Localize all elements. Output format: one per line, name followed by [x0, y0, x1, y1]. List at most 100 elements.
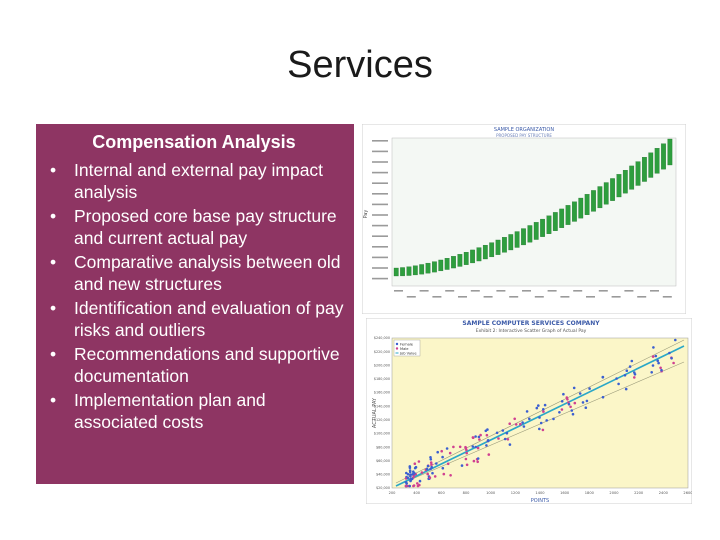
scatter-point	[417, 460, 421, 463]
x-tick-label: 1600	[560, 491, 570, 495]
scatter-point	[650, 371, 653, 374]
y-tick-label: $160,000	[374, 391, 390, 395]
bullet-text: Implementation plan and associated costs	[74, 390, 266, 432]
y-tick-label: $120,000	[374, 418, 390, 422]
pay-grade-bar	[572, 201, 577, 222]
bullet-dot: •	[50, 160, 57, 180]
scatter-point	[449, 474, 452, 477]
pay-grade-bar	[470, 249, 475, 264]
x-tick-label	[496, 290, 506, 292]
scatter-point	[452, 445, 455, 449]
scatter-point	[431, 471, 434, 475]
scatter-point	[654, 354, 658, 358]
y-tick-label: $40,000	[376, 473, 390, 477]
scatter-point	[436, 450, 439, 454]
scatter-point	[562, 392, 565, 396]
scatter-point	[522, 425, 526, 428]
y-tick-label	[372, 224, 388, 227]
scatter-point	[464, 457, 468, 461]
x-tick-label	[573, 290, 583, 292]
x-tick-label	[662, 296, 672, 298]
x-tick-label: 600	[438, 491, 446, 495]
scatter-point	[628, 365, 632, 368]
scatter-point	[442, 472, 446, 476]
chart-subtitle: PROPOSED PAY STRUCTURE	[496, 133, 552, 138]
y-tick-label: $100,000	[374, 432, 390, 436]
pay-structure-chart: SAMPLE ORGANIZATION PROPOSED PAY STRUCTU…	[362, 124, 686, 314]
scatter-point	[430, 463, 433, 466]
scatter-point	[413, 462, 417, 465]
scatter-point	[567, 402, 571, 406]
pay-grade-bar	[489, 242, 495, 258]
pay-grade-bar	[393, 267, 399, 277]
panel-heading: Compensation Analysis	[92, 132, 296, 152]
bullet-dot: •	[50, 344, 57, 364]
x-tick-label: 1800	[585, 491, 595, 495]
bullet-item: • Proposed core base pay structure and cu…	[40, 205, 348, 249]
pay-grade-bar	[514, 231, 520, 248]
scatter-point	[625, 369, 629, 372]
scatter-point	[412, 484, 416, 487]
scatter-points	[404, 338, 677, 488]
bullet-dot: •	[50, 298, 57, 318]
scatter-point	[485, 433, 489, 437]
y-tick-label: $220,000	[374, 350, 390, 354]
scatter-point	[476, 446, 480, 450]
pay-grade-bar	[533, 222, 539, 240]
y-tick-label: $20,000	[376, 486, 390, 490]
scatter-point	[409, 474, 412, 478]
scatter-point	[479, 433, 482, 437]
x-tick-label	[419, 290, 429, 292]
scatter-point	[478, 438, 481, 441]
scatter-point	[525, 410, 529, 413]
y-axis-label: ACTUAL PAY	[372, 397, 378, 428]
scatter-point	[413, 472, 416, 475]
y-tick-label	[372, 267, 388, 269]
bullet-list: • Internal and external pay impact analys…	[40, 159, 348, 433]
scatter-point	[674, 338, 677, 342]
scatter-point	[408, 466, 412, 470]
y-tick-label	[372, 161, 388, 163]
scatter-point	[519, 422, 522, 426]
scatter-point	[471, 445, 475, 448]
bullet-text: Recommendations and supportive documenta…	[74, 344, 340, 386]
scatter-point	[558, 411, 561, 414]
scatter-point	[541, 428, 545, 432]
x-tick-label: 2000	[609, 491, 619, 495]
scatter-point	[542, 408, 545, 411]
pay-grade-bar	[444, 258, 450, 270]
pay-grade-bar	[457, 254, 463, 267]
scatter-point	[570, 409, 574, 412]
x-tick-label	[432, 296, 442, 298]
chart-title: SAMPLE ORGANIZATION	[494, 127, 554, 133]
scatter-point	[465, 463, 469, 467]
scatter-point	[474, 435, 477, 438]
y-tick-label: $180,000	[374, 377, 390, 381]
pay-grade-bar	[565, 205, 571, 225]
scatter-point	[460, 464, 464, 467]
scatter-point	[615, 377, 618, 380]
scatter-point	[578, 392, 582, 395]
scatter-point	[538, 427, 541, 431]
y-tick-label	[372, 171, 388, 174]
scatter-point	[420, 471, 424, 474]
lower-band-line	[395, 361, 685, 487]
slide-title: Services	[287, 44, 433, 86]
scatter-point	[651, 364, 655, 367]
y-tick-label	[372, 140, 388, 142]
x-tick-label	[458, 296, 467, 298]
scatter-point	[429, 456, 432, 459]
scatter-point	[560, 400, 564, 403]
y-tick-label	[372, 150, 388, 153]
y-tick-label: $200,000	[374, 363, 390, 367]
bullet-text: Internal and external pay impact analysi…	[74, 160, 324, 202]
bullet-text: Identification and evaluation of pay ris…	[74, 298, 344, 340]
scatter-point	[486, 439, 490, 443]
y-tick-label	[372, 256, 388, 259]
y-tick-label: $240,000	[374, 336, 390, 340]
scatter-point	[560, 408, 564, 411]
scatter-point	[433, 475, 437, 478]
x-tick-label	[560, 296, 570, 298]
chart-title: SAMPLE COMPUTER SERVICES COMPANY	[462, 320, 600, 327]
x-tick-label	[445, 290, 455, 292]
